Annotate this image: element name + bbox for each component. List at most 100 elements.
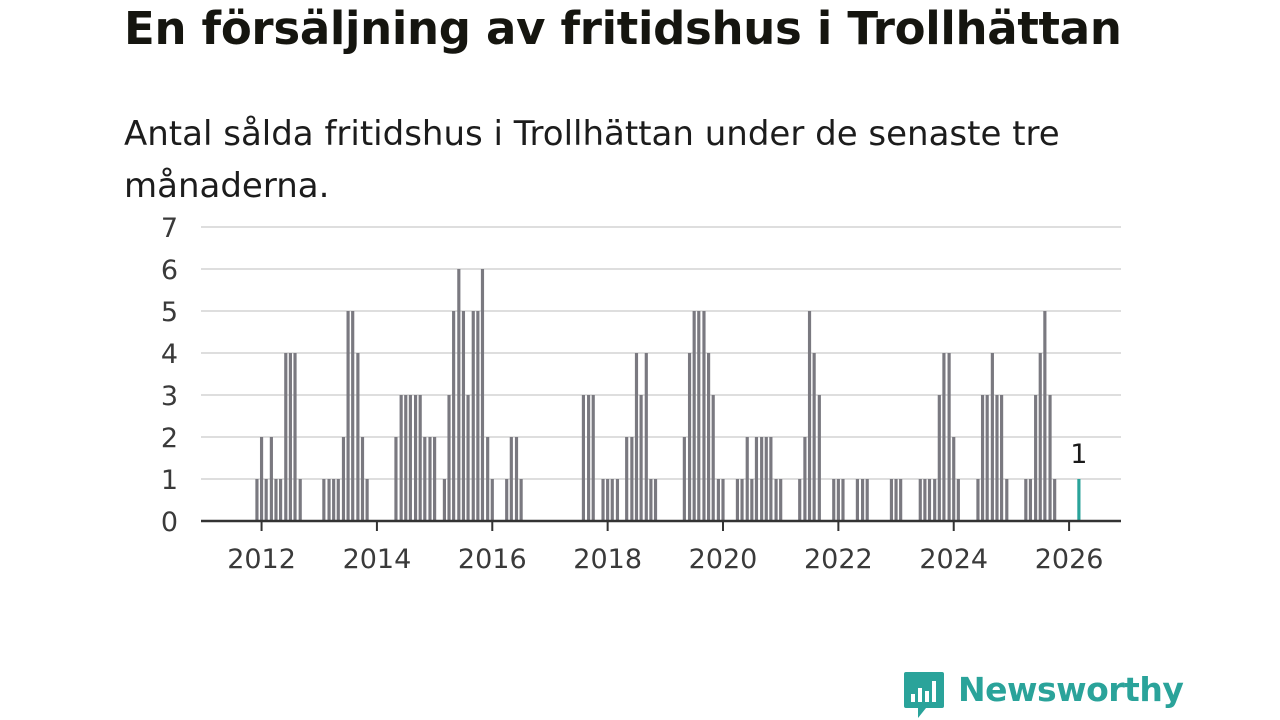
bar bbox=[721, 479, 725, 521]
bar bbox=[587, 395, 591, 521]
bar bbox=[606, 479, 610, 521]
bar bbox=[457, 269, 461, 521]
bar bbox=[985, 395, 989, 521]
grid-lines bbox=[201, 226, 1121, 480]
bar bbox=[601, 479, 605, 521]
bar bbox=[332, 479, 336, 521]
bar bbox=[740, 479, 744, 521]
bar bbox=[634, 353, 639, 521]
bar-latest bbox=[1077, 479, 1081, 521]
bar bbox=[995, 395, 999, 521]
x-tick-label-2024: 2024 bbox=[919, 544, 988, 575]
bar bbox=[428, 437, 432, 521]
x-tick-label-2014: 2014 bbox=[343, 544, 412, 575]
bar bbox=[980, 395, 985, 521]
y-tick-label-4: 4 bbox=[161, 339, 178, 370]
bar bbox=[476, 311, 480, 521]
bar bbox=[356, 353, 360, 521]
newsworthy-logo-icon bbox=[904, 672, 944, 718]
bar bbox=[836, 479, 840, 521]
bar bbox=[505, 479, 509, 521]
x-tick-label-2016: 2016 bbox=[458, 544, 527, 575]
bar bbox=[418, 395, 422, 521]
bar bbox=[408, 395, 412, 521]
bar bbox=[697, 311, 701, 521]
bar bbox=[447, 395, 451, 521]
bar bbox=[255, 479, 259, 521]
y-tick-label-0: 0 bbox=[161, 507, 178, 538]
bars bbox=[255, 269, 1081, 521]
bar bbox=[760, 437, 764, 521]
bar bbox=[509, 437, 513, 521]
bar bbox=[774, 479, 778, 521]
bar bbox=[735, 479, 740, 521]
bar bbox=[692, 311, 696, 521]
bar bbox=[817, 395, 821, 521]
bar bbox=[625, 437, 629, 521]
bar bbox=[649, 479, 653, 521]
x-tick-label-2012: 2012 bbox=[227, 544, 296, 575]
bar bbox=[461, 311, 466, 521]
latest-value-label: 1 bbox=[1070, 439, 1087, 470]
bar bbox=[480, 269, 485, 521]
bar bbox=[918, 479, 922, 521]
bar bbox=[591, 395, 595, 521]
bar bbox=[889, 479, 894, 521]
bar bbox=[394, 437, 398, 521]
bar bbox=[1038, 353, 1042, 521]
bar bbox=[519, 479, 523, 521]
bar bbox=[1005, 479, 1009, 521]
bar bbox=[284, 353, 288, 521]
x-tick-label-2018: 2018 bbox=[573, 544, 642, 575]
bar bbox=[711, 395, 715, 521]
bar bbox=[899, 479, 903, 521]
bar bbox=[1053, 479, 1057, 521]
bar bbox=[803, 437, 807, 521]
bar bbox=[745, 437, 749, 521]
bar bbox=[937, 395, 941, 521]
y-tick-label-5: 5 bbox=[161, 297, 178, 328]
bar bbox=[581, 395, 586, 521]
bar bbox=[832, 479, 836, 521]
newsworthy-logo-text: Newsworthy bbox=[958, 670, 1184, 709]
newsworthy-logo: Newsworthy bbox=[902, 670, 1184, 720]
bar-chart: 0 1 2 3 4 5 6 7 2012 2014 2016 2018 2020 2022 2024 202… bbox=[161, 213, 1121, 575]
y-tick-label-1: 1 bbox=[161, 465, 178, 496]
bar bbox=[1034, 395, 1038, 521]
bar bbox=[452, 311, 456, 521]
y-tick-label-6: 6 bbox=[161, 255, 178, 286]
bar bbox=[707, 353, 711, 521]
bar bbox=[466, 395, 470, 521]
bar bbox=[687, 353, 692, 521]
bar bbox=[894, 479, 898, 521]
bar bbox=[769, 437, 773, 521]
bar bbox=[923, 479, 927, 521]
bar bbox=[259, 437, 264, 521]
x-axis-ticks: 2012 2014 2016 2018 2020 2022 2024 2026 bbox=[227, 521, 1103, 575]
bar bbox=[288, 353, 292, 521]
bar bbox=[1024, 479, 1028, 521]
y-tick-label-2: 2 bbox=[161, 423, 178, 454]
bar bbox=[750, 479, 754, 521]
bar bbox=[264, 479, 268, 521]
bar bbox=[798, 479, 802, 521]
bar bbox=[942, 353, 946, 521]
bar bbox=[716, 479, 720, 521]
x-tick-label-2020: 2020 bbox=[689, 544, 758, 575]
bar bbox=[807, 311, 812, 521]
bar bbox=[615, 479, 620, 521]
bar bbox=[927, 479, 932, 521]
bar bbox=[653, 479, 658, 521]
chart-title: En försäljning av fritidshus i Trollhätt… bbox=[124, 2, 1122, 55]
bar bbox=[779, 479, 783, 521]
bar bbox=[1043, 311, 1047, 521]
bar bbox=[423, 437, 427, 521]
bar bbox=[990, 353, 994, 521]
bar bbox=[947, 353, 951, 521]
bar bbox=[630, 437, 634, 521]
bar bbox=[346, 311, 350, 521]
bar bbox=[933, 479, 937, 521]
y-axis-ticks: 0 1 2 3 4 5 6 7 bbox=[161, 213, 178, 538]
bar bbox=[360, 437, 365, 521]
bar bbox=[861, 479, 865, 521]
